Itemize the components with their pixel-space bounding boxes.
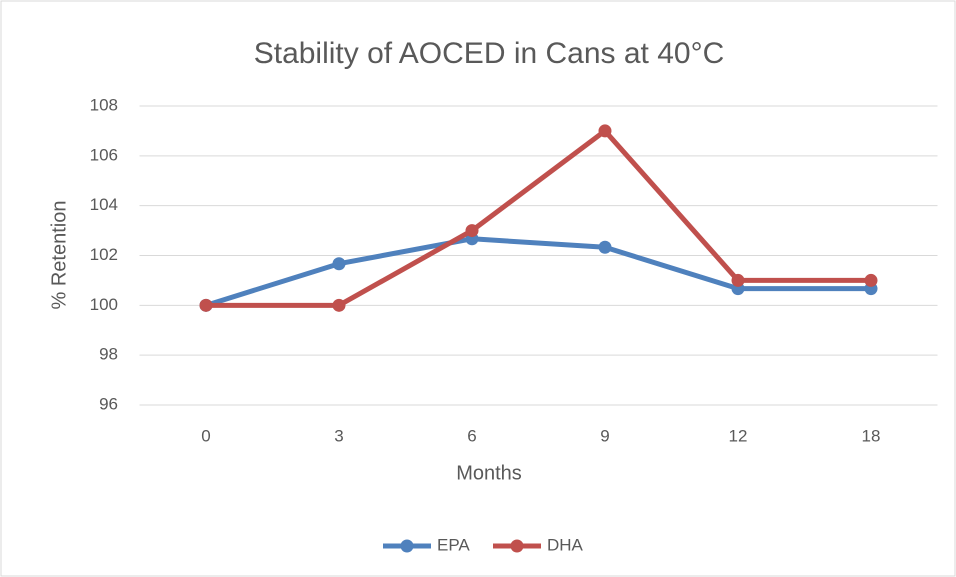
series-marker [465,224,479,238]
x-tick-label: 6 [467,426,476,445]
y-axis-label: % Retention [48,201,70,310]
y-tick-label: 96 [99,394,118,413]
series-marker [199,298,213,312]
series-marker [864,273,878,287]
series-line [205,236,871,308]
x-tick-label: 18 [862,426,881,445]
legend-marker [400,539,414,553]
y-tick-label: 106 [90,145,118,164]
x-tick-label: 3 [334,426,343,445]
x-axis-label: Months [456,462,522,484]
series-marker [598,240,612,254]
series-marker [598,124,612,138]
y-tick-label: 98 [99,345,118,364]
x-tick-label: 0 [201,426,210,445]
legend-marker [510,539,524,553]
y-tick-label: 102 [90,245,118,264]
x-tick-label: 12 [729,426,748,445]
series-marker [332,257,346,271]
series-marker [731,273,745,287]
y-tick-label: 108 [90,95,118,114]
y-tick-label: 100 [90,295,118,314]
series-line [206,128,871,308]
x-tick-label: 9 [600,426,609,445]
series-marker [332,298,346,312]
y-tick-label: 104 [90,195,118,214]
legend-label: DHA [547,535,584,554]
legend-label: EPA [437,535,470,554]
chart-title: Stability of AOCED in Cans at 40°C [254,37,725,70]
